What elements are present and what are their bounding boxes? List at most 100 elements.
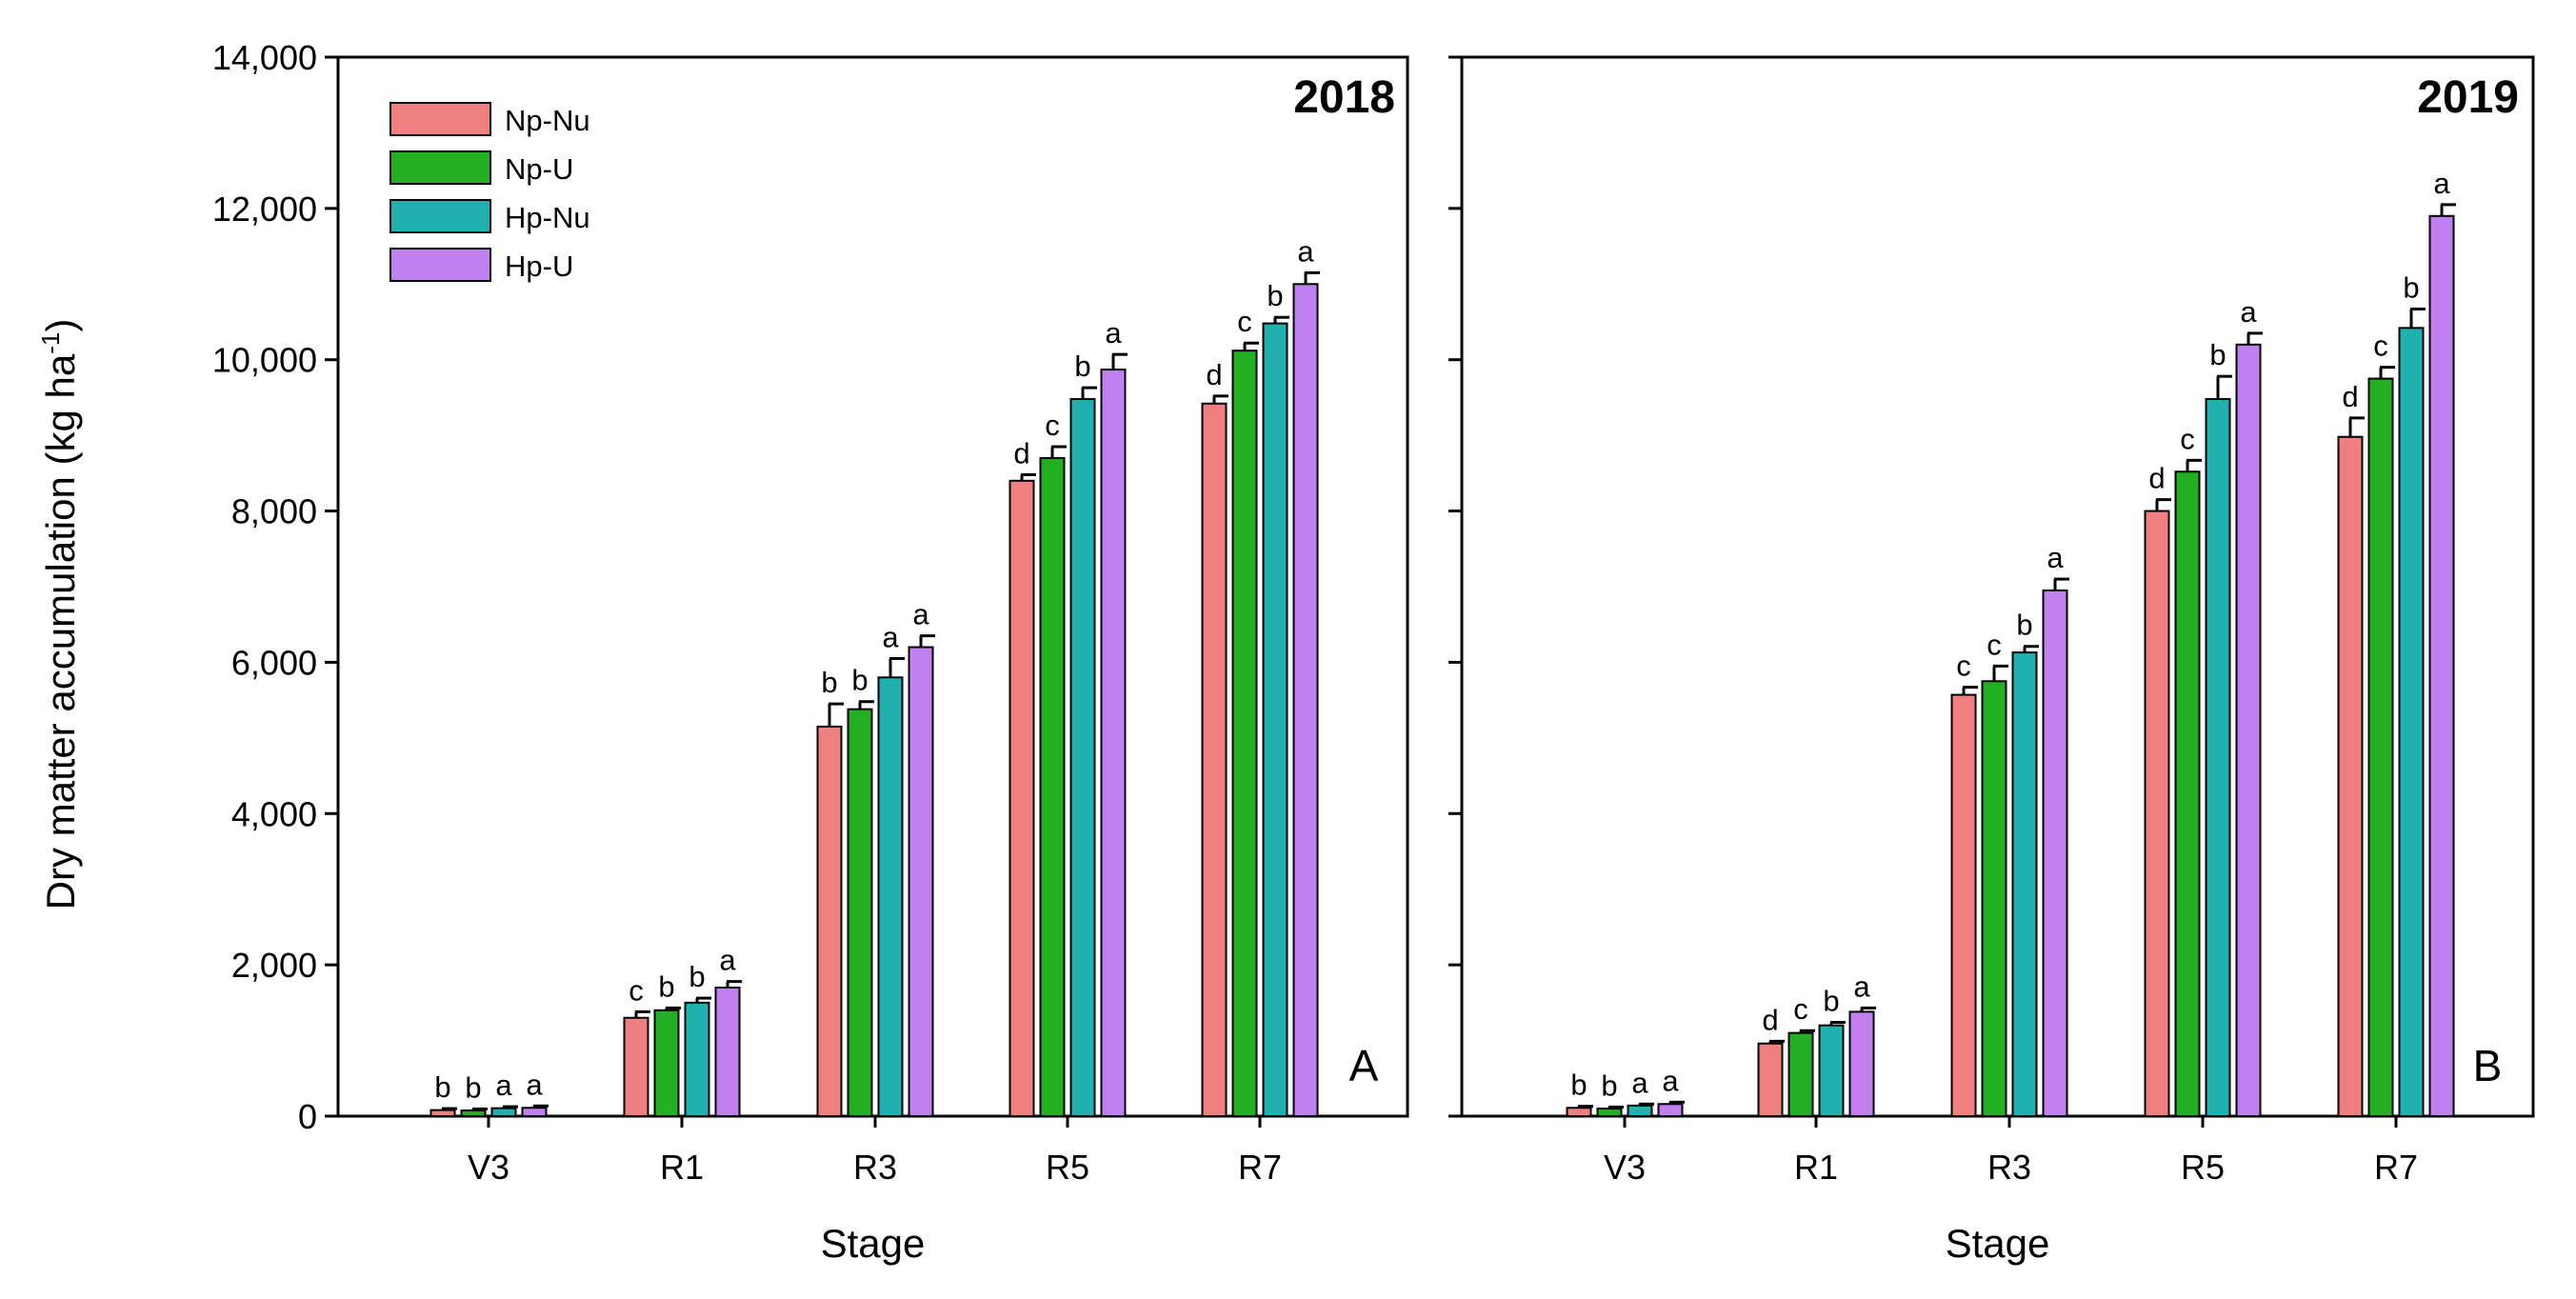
y-tick-label: 10,000 bbox=[212, 341, 317, 380]
significance-letter: b bbox=[2403, 270, 2419, 304]
significance-letter: b bbox=[1823, 985, 1839, 1018]
bar bbox=[1039, 456, 1066, 1117]
significance-letter: b bbox=[658, 969, 674, 1003]
significance-letter: a bbox=[882, 620, 899, 653]
significance-letter: b bbox=[465, 1070, 481, 1104]
bar bbox=[1069, 398, 1096, 1117]
significance-letter: a bbox=[1853, 969, 1870, 1003]
legend-swatch bbox=[389, 248, 491, 282]
significance-letter: d bbox=[1762, 1003, 1778, 1036]
y-tick-label: 2,000 bbox=[231, 946, 317, 985]
bar bbox=[623, 1016, 649, 1117]
x-tick-label: R7 bbox=[2374, 1148, 2418, 1187]
significance-letter: c bbox=[2373, 330, 2388, 363]
significance-letter: a bbox=[526, 1068, 543, 1101]
significance-letter: a bbox=[912, 598, 929, 631]
bar bbox=[1201, 402, 1228, 1118]
bar bbox=[877, 676, 904, 1117]
bar bbox=[1231, 350, 1258, 1117]
y-tick-label: 4,000 bbox=[231, 794, 317, 833]
bar bbox=[1787, 1031, 1814, 1117]
y-axis-title: Dry matter accumulation (kg ha-1) bbox=[36, 319, 83, 910]
bar bbox=[1818, 1024, 1845, 1117]
bar bbox=[2042, 589, 2068, 1117]
significance-letter: a bbox=[2433, 167, 2450, 200]
significance-letter: c bbox=[629, 973, 644, 1007]
bar bbox=[816, 725, 843, 1117]
significance-letter: a bbox=[495, 1069, 512, 1102]
x-tick-label: R1 bbox=[660, 1148, 704, 1187]
x-tick-label: R3 bbox=[853, 1148, 897, 1187]
x-tick-label: R5 bbox=[1046, 1148, 1089, 1187]
bar bbox=[2337, 435, 2364, 1117]
bar bbox=[908, 646, 934, 1117]
significance-letter: a bbox=[719, 944, 736, 977]
significance-letter: b bbox=[689, 960, 705, 993]
x-tick-label: R5 bbox=[2181, 1148, 2225, 1187]
legend-label: Np-U bbox=[505, 152, 573, 186]
x-tick-label: R3 bbox=[1987, 1148, 2031, 1187]
panel-a-2018: 0 2,000 4,000 6,000 8,000 10,000 12,000 14,000 V… bbox=[212, 38, 1409, 1266]
significance-letter: c bbox=[2180, 422, 2195, 455]
bar bbox=[1757, 1042, 1784, 1117]
panel-letter: A bbox=[1349, 1041, 1379, 1090]
bar bbox=[1848, 1010, 1875, 1117]
bar bbox=[2144, 510, 2170, 1117]
bar bbox=[1981, 680, 2007, 1117]
legend-swatch bbox=[389, 199, 491, 233]
bar bbox=[1657, 1103, 1684, 1117]
bar bbox=[2011, 651, 2038, 1117]
bar bbox=[653, 1009, 680, 1118]
bar bbox=[1950, 693, 1977, 1118]
significance-letter: b bbox=[2209, 338, 2226, 371]
significance-letter: c bbox=[1237, 305, 1252, 338]
significance-letter: b bbox=[434, 1070, 450, 1104]
legend-label: Np-Nu bbox=[505, 104, 590, 137]
x-axis-title: Stage bbox=[1946, 1221, 2050, 1266]
bar bbox=[490, 1107, 517, 1118]
bar bbox=[1262, 322, 1288, 1117]
significance-letter: b bbox=[1601, 1069, 1617, 1102]
panel-year-title: 2019 bbox=[2417, 72, 2519, 123]
y-axis-title-superscript: -1 bbox=[36, 332, 65, 354]
legend-label: Hp-Nu bbox=[505, 201, 590, 234]
y-axis-title-main: Dry matter accumulation (kg ha bbox=[38, 353, 83, 909]
x-tick-label: R1 bbox=[1794, 1148, 1838, 1187]
significance-letter: c bbox=[1956, 650, 1971, 683]
legend: Np-Nu Np-U Hp-Nu Hp-U bbox=[389, 102, 590, 283]
y-tick-label: 6,000 bbox=[231, 643, 317, 682]
legend-swatch bbox=[389, 102, 491, 136]
significance-letter: d bbox=[1013, 436, 1029, 470]
bar bbox=[2235, 343, 2262, 1118]
bar bbox=[1596, 1108, 1623, 1117]
significance-letter: b bbox=[1074, 350, 1090, 383]
significance-letter: d bbox=[2148, 462, 2165, 495]
significance-letter: b bbox=[821, 666, 837, 699]
significance-letter: a bbox=[1105, 316, 1122, 350]
bar bbox=[1100, 369, 1127, 1118]
bar bbox=[2428, 214, 2455, 1118]
significance-letter: b bbox=[2016, 609, 2032, 642]
bar bbox=[847, 708, 873, 1117]
significance-letter: b bbox=[851, 664, 868, 697]
y-tick-label: 14,000 bbox=[212, 38, 317, 77]
bar bbox=[1566, 1107, 1592, 1117]
x-tick-label: R7 bbox=[1238, 1148, 1282, 1187]
significance-letter: a bbox=[2240, 295, 2257, 329]
bar bbox=[1627, 1104, 1653, 1118]
panel-year-title: 2018 bbox=[1293, 72, 1395, 123]
y-tick-label: 0 bbox=[298, 1097, 317, 1136]
x-tick-label: V3 bbox=[468, 1148, 509, 1187]
legend-label: Hp-U bbox=[505, 250, 573, 283]
bar bbox=[2205, 398, 2231, 1117]
bar bbox=[521, 1107, 548, 1117]
significance-letter: b bbox=[1267, 279, 1283, 312]
legend-swatch bbox=[389, 150, 491, 185]
bar bbox=[429, 1109, 456, 1118]
significance-letter: a bbox=[2047, 541, 2064, 574]
significance-letter: a bbox=[1297, 234, 1314, 268]
x-axis-title: Stage bbox=[821, 1221, 926, 1266]
x-tick-label: V3 bbox=[1604, 1148, 1646, 1187]
significance-letter: c bbox=[1045, 409, 1060, 442]
bar bbox=[1008, 479, 1035, 1117]
